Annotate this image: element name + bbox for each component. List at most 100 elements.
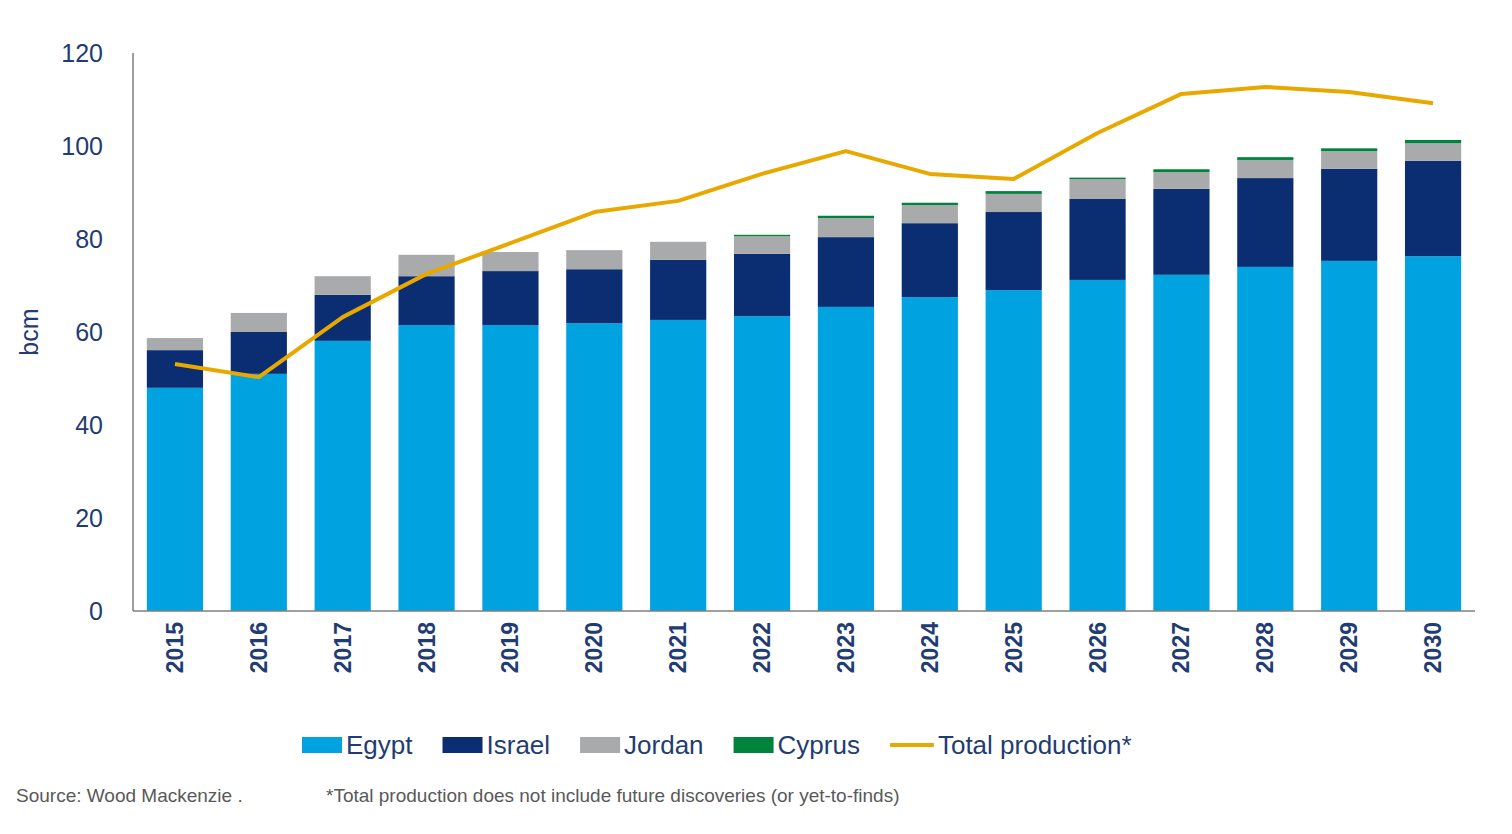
y-tick-label: 80 <box>75 225 103 253</box>
bar-segment <box>566 250 622 269</box>
bar-segment <box>147 338 203 350</box>
bar-segment <box>650 241 706 242</box>
bar-segment <box>398 254 454 255</box>
legend-swatch <box>580 737 620 753</box>
bar-segment <box>1405 161 1461 256</box>
bar-segment <box>734 316 790 611</box>
bar-segment <box>986 194 1042 212</box>
bar-segment <box>1321 151 1377 169</box>
x-tick-label: 2017 <box>330 622 356 673</box>
bar-segment <box>734 235 790 236</box>
x-tick-label: 2019 <box>497 622 523 673</box>
bar-segment <box>986 191 1042 194</box>
bar-segment <box>566 323 622 611</box>
bar-segment <box>818 218 874 237</box>
x-tick-label: 2024 <box>917 622 943 673</box>
line-series <box>175 87 1433 377</box>
x-axis-line <box>133 610 1475 612</box>
y-tick-label: 40 <box>75 411 103 439</box>
bar-segment <box>818 237 874 307</box>
bar-segment <box>1069 179 1125 199</box>
annotation: *Total production does not include futur… <box>326 785 899 806</box>
legend-label: Cyprus <box>778 730 860 760</box>
x-tick-label: 2020 <box>581 622 607 673</box>
chart: 0 20 40 60 80 100 120 bcm 2015 2016 2017 2018 2019 20… <box>0 0 1512 834</box>
bar-segment <box>650 320 706 611</box>
bar-segment <box>315 276 371 295</box>
y-tick-label: 120 <box>61 39 103 67</box>
y-tick-label: 20 <box>75 504 103 532</box>
legend-label: Jordan <box>624 730 704 760</box>
bar-segment <box>1405 256 1461 611</box>
bar-segment <box>231 332 287 374</box>
bar-segment <box>482 252 538 271</box>
bar-segment <box>902 223 958 297</box>
plot-area <box>147 87 1461 611</box>
legend-swatch <box>734 737 774 753</box>
bar-segment <box>147 338 203 339</box>
legend-swatch <box>302 737 342 753</box>
bar-segment <box>1069 178 1125 179</box>
x-tick-label: 2026 <box>1085 622 1111 673</box>
bar-segment <box>1069 280 1125 611</box>
bar-segment <box>1237 178 1293 267</box>
annotation: Source: Wood Mackenzie . <box>16 785 243 806</box>
bar-segment <box>147 388 203 611</box>
bar-segment <box>1069 199 1125 280</box>
bar-segment <box>566 250 622 251</box>
x-tick-label: 2028 <box>1252 622 1278 673</box>
bar-segment <box>1153 172 1209 189</box>
x-tick-label: 2027 <box>1168 622 1194 673</box>
x-tick-label: 2029 <box>1336 622 1362 673</box>
bar-segment <box>734 254 790 316</box>
x-tick-label: 2021 <box>665 622 691 673</box>
bar-segment <box>1153 189 1209 275</box>
legend-label: Egypt <box>346 730 413 760</box>
bar-segment <box>818 216 874 218</box>
bar-segment <box>482 325 538 611</box>
x-tick-label: 2015 <box>162 622 188 673</box>
legend-label: Israel <box>487 730 551 760</box>
bar-segment <box>231 313 287 332</box>
bar-segment <box>1153 169 1209 172</box>
bar-segment <box>482 271 538 325</box>
bar-segment <box>1237 160 1293 178</box>
y-axis-label: bcm <box>15 308 43 355</box>
y-tick-label: 0 <box>89 597 103 625</box>
bar-segment <box>1321 169 1377 261</box>
y-tick-label: 100 <box>61 132 103 160</box>
bar-segment <box>986 290 1042 611</box>
x-tick-label: 2030 <box>1420 622 1446 673</box>
bar-segment <box>566 269 622 323</box>
bar-segment <box>1321 261 1377 611</box>
bar-segment <box>902 297 958 611</box>
bar-segment <box>1321 148 1377 151</box>
bar-segment <box>1153 275 1209 611</box>
bar-segment <box>650 260 706 320</box>
bar-segment <box>986 212 1042 290</box>
bar-segment <box>734 236 790 254</box>
bar-segment <box>818 307 874 611</box>
y-axis-line <box>132 53 134 611</box>
x-tick-label: 2023 <box>833 622 859 673</box>
bar-segment <box>1237 267 1293 611</box>
legend-swatch <box>890 743 934 747</box>
bar-segment <box>1405 140 1461 143</box>
bar-segment <box>315 341 371 611</box>
bar-segment <box>650 242 706 260</box>
bar-segment <box>1237 157 1293 160</box>
legend-label: Total production* <box>938 730 1132 760</box>
x-tick-label: 2016 <box>246 622 272 673</box>
bar-segment <box>902 203 958 205</box>
bar-segment <box>398 325 454 611</box>
bar-segment <box>1405 143 1461 161</box>
bar-segment <box>231 312 287 313</box>
y-tick-label: 60 <box>75 318 103 346</box>
x-tick-label: 2018 <box>414 622 440 673</box>
x-tick-label: 2025 <box>1001 622 1027 673</box>
bar-segment <box>231 374 287 611</box>
x-tick-label: 2022 <box>749 622 775 673</box>
bar-segment <box>902 205 958 223</box>
bar-segment <box>315 276 371 277</box>
legend-swatch <box>443 737 483 753</box>
